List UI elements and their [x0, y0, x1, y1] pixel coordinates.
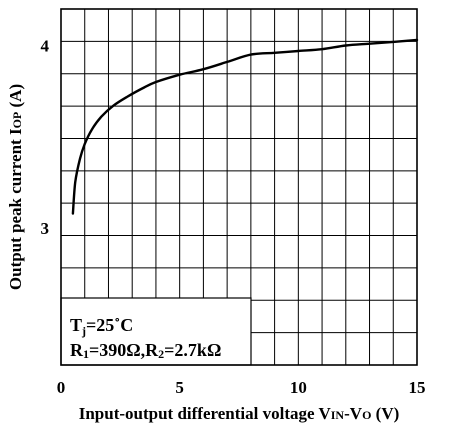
- x-axis-label: Input-output differential voltage VIN-VO…: [79, 404, 400, 423]
- x-tick-label: 0: [57, 378, 66, 397]
- y-tick-label: 3: [41, 219, 50, 238]
- y-axis-label: Output peak current IOP (A): [6, 84, 25, 290]
- y-tick-label: 4: [41, 37, 50, 56]
- annotation-line-2: R1=390Ω,R2=2.7kΩ: [70, 340, 221, 361]
- annotation-box: [60, 297, 252, 366]
- tick-labels: 0 5 10 15 3 4: [41, 37, 426, 397]
- x-tick-label: 5: [175, 378, 184, 397]
- series-line: [71, 38, 419, 215]
- plot-frame: [60, 8, 418, 366]
- x-tick-label: 10: [290, 378, 307, 397]
- annotation-line-1: Tj=25˚C: [70, 315, 133, 338]
- x-tick-label: 15: [409, 378, 426, 397]
